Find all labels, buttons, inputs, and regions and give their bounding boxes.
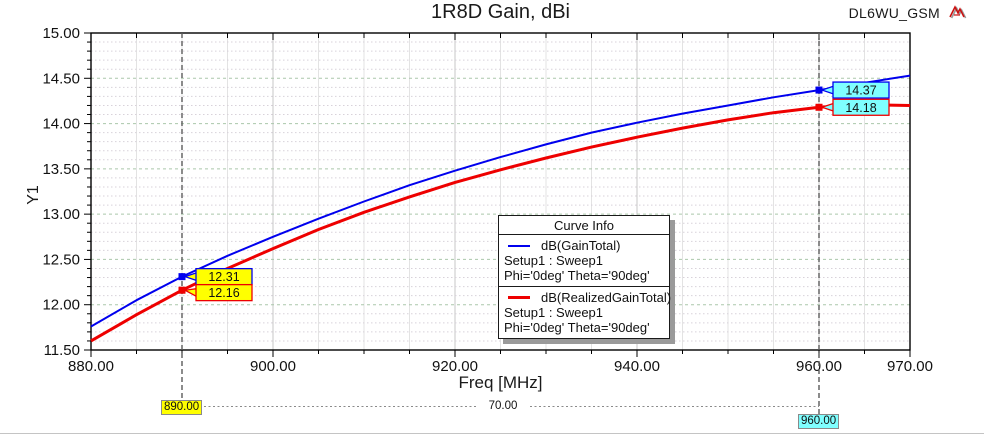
- design-name: DL6WU_GSM: [848, 5, 940, 21]
- x-tick-labels: 880.00 900.00 920.00 940.00 960.00 970.00: [68, 358, 933, 375]
- marker-delta-label: 70.00: [478, 400, 528, 413]
- svg-text:14.00: 14.00: [42, 116, 80, 133]
- svg-text:12.00: 12.00: [42, 297, 80, 314]
- y-tick-labels: 15.00 14.50 14.00 13.50 13.00 12.50 12.00 11.50: [42, 25, 80, 359]
- series-setup-gaintotal: Setup1 : Sweep1: [504, 253, 604, 268]
- svg-text:970.00: 970.00: [887, 358, 933, 375]
- x-gridlines: [136, 33, 865, 350]
- legend-title: Curve Info: [499, 216, 669, 235]
- ansoft-logo-icon: [949, 5, 967, 19]
- y-axis-label: Y1: [24, 185, 42, 205]
- svg-text:12.16: 12.16: [208, 286, 239, 300]
- series-label-realizedgaintotal: dB(RealizedGainTotal): [541, 290, 672, 305]
- series-swatch-gaintotal: [508, 244, 530, 247]
- marker-m1[interactable]: 12.31 12.16: [178, 33, 253, 400]
- legend-entry-realizedgaintotal: dB(RealizedGainTotal) Setup1 : Sweep1 Ph…: [499, 286, 672, 338]
- svg-text:900.00: 900.00: [250, 358, 296, 375]
- plot-border: [90, 32, 911, 351]
- svg-text:14.18: 14.18: [845, 101, 876, 115]
- svg-text:920.00: 920.00: [432, 358, 478, 375]
- svg-text:12.50: 12.50: [42, 251, 80, 268]
- marker-m2[interactable]: 14.37 14.18: [815, 33, 890, 414]
- window-edge: [0, 433, 984, 434]
- svg-text:880.00: 880.00: [68, 358, 114, 375]
- x-axis-label: Freq [MHz]: [458, 373, 543, 392]
- series-label-gaintotal: dB(GainTotal): [541, 238, 621, 253]
- svg-text:940.00: 940.00: [614, 358, 660, 375]
- legend-entry-gaintotal: dB(GainTotal) Setup1 : Sweep1 Phi='0deg'…: [499, 235, 669, 286]
- legend-box[interactable]: Curve Info dB(GainTotal) Setup1 : Sweep1…: [498, 215, 672, 339]
- series-setup-realizedgaintotal: Setup1 : Sweep1: [504, 305, 604, 320]
- chart-title: 1R8D Gain, dBi: [431, 1, 570, 23]
- curve-dbgaintotal[interactable]: [90, 74, 911, 328]
- svg-text:15.00: 15.00: [42, 25, 80, 42]
- axis-ticks: [84, 32, 911, 357]
- svg-text:11.50: 11.50: [44, 342, 80, 359]
- marker-m1-x-label[interactable]: 890.00: [161, 400, 203, 415]
- series-swatch-realizedgaintotal: [508, 296, 530, 299]
- svg-text:13.50: 13.50: [42, 161, 80, 178]
- series-params-realizedgaintotal: Phi='0deg' Theta='90deg': [504, 320, 650, 335]
- series-params-gaintotal: Phi='0deg' Theta='90deg': [504, 268, 650, 283]
- marker-m2-x-label[interactable]: 960.00: [798, 414, 840, 429]
- svg-text:960.00: 960.00: [796, 358, 842, 375]
- svg-text:14.37: 14.37: [845, 84, 876, 98]
- svg-text:12.31: 12.31: [208, 270, 239, 284]
- svg-text:14.50: 14.50: [42, 70, 80, 87]
- svg-text:13.00: 13.00: [42, 206, 80, 223]
